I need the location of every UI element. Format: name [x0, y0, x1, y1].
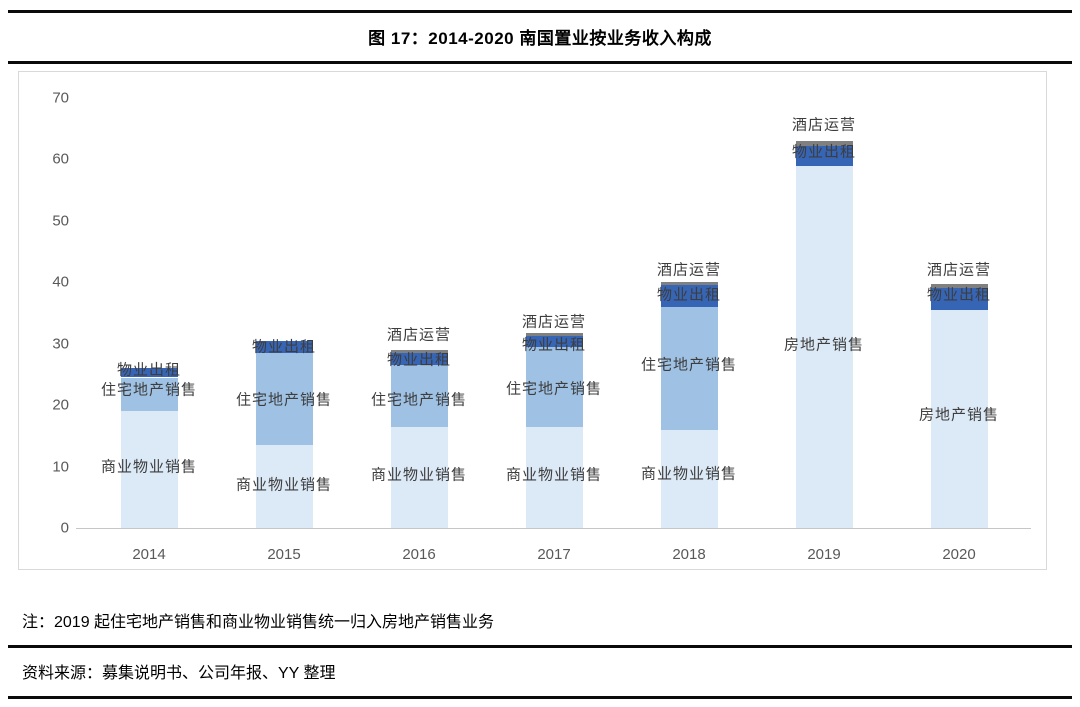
bar-segment: [660, 285, 718, 307]
bar-segment: [255, 445, 313, 528]
bar-segment: [525, 426, 583, 528]
y-tick-label: 70: [52, 89, 69, 107]
y-tick-label: 40: [52, 273, 69, 291]
top-divider: [8, 10, 1072, 13]
bar-label: 酒店运营: [791, 115, 856, 134]
bar-segment: [795, 145, 853, 166]
bar-label: 商业物业销售: [235, 475, 332, 494]
source-divider-top: [8, 645, 1072, 648]
y-tick-label: 60: [52, 150, 69, 168]
x-axis-line: [76, 528, 1031, 529]
bar-segment: [930, 287, 988, 310]
bar-label: 物业出租: [791, 142, 856, 161]
y-tick-label: 0: [60, 519, 69, 537]
y-tick-label: 20: [52, 396, 69, 414]
x-tick-label: 2019: [807, 546, 841, 563]
x-tick-label: 2016: [402, 546, 436, 563]
bar-segment: [525, 335, 583, 347]
x-tick-label: 2017: [537, 546, 571, 563]
bar-segment: [120, 368, 178, 378]
bar-label: 住宅地产销售: [505, 379, 602, 398]
bar-label: 物业出租: [386, 350, 451, 369]
bar-segment: [390, 365, 448, 427]
bar-segment: [120, 377, 178, 412]
y-tick-label: 50: [52, 212, 69, 230]
bar-label: 物业出租: [521, 335, 586, 354]
bar-segment: [390, 426, 448, 528]
x-tick-label: 2018: [672, 546, 706, 563]
bar-segment: [795, 141, 853, 146]
bar-segment: [930, 284, 988, 288]
bar-label: 酒店运营: [386, 325, 451, 344]
chart-area: 0 10 20 30 40 50 60 70 物业出租 住宅地产销售 商业物业销售 物业出租 住宅地产…: [18, 71, 1047, 570]
bar-label: 物业出租: [926, 285, 991, 304]
y-tick-label: 10: [52, 458, 69, 476]
bar-label: 物业出租: [251, 337, 316, 356]
bar-label: 房地产销售: [918, 405, 999, 424]
bar-segment: [660, 429, 718, 528]
bar-segment: [660, 306, 718, 430]
bar-label: 物业出租: [116, 360, 181, 379]
bar-segment: [795, 165, 853, 528]
bar-label: 房地产销售: [783, 335, 864, 354]
bar-label: 商业物业销售: [100, 457, 197, 476]
bar-label: 住宅地产销售: [640, 355, 737, 374]
bar-label: 住宅地产销售: [370, 390, 467, 409]
source-divider-bottom: [8, 696, 1072, 699]
bar-segment: [120, 411, 178, 528]
x-tick-label: 2015: [267, 546, 301, 563]
bar-segment: [255, 352, 313, 446]
bar-segment: [255, 340, 313, 353]
bar-segment: [525, 333, 583, 336]
bar-segment: [525, 346, 583, 427]
bar-segment: [390, 350, 448, 353]
data-source: 资料来源：募集说明书、公司年报、YY 整理: [22, 665, 336, 682]
title-divider: [8, 61, 1072, 64]
bar-label: 商业物业销售: [640, 464, 737, 483]
chart-note: 注：2019 起住宅地产销售和商业物业销售统一归入房地产销售业务: [22, 614, 495, 631]
figure-title: 图 17：2014-2020 南国置业按业务收入构成: [368, 29, 712, 48]
bar-segment: [930, 309, 988, 528]
bar-segment: [660, 282, 718, 286]
y-tick-label: 30: [52, 335, 69, 353]
x-tick-label: 2014: [132, 546, 166, 563]
bar-label: 酒店运营: [926, 260, 991, 279]
bar-segment: [390, 352, 448, 366]
bar-label: 住宅地产销售: [235, 390, 332, 409]
bar-label: 住宅地产销售: [100, 380, 197, 399]
x-tick-label: 2020: [942, 546, 976, 563]
bar-label: 商业物业销售: [370, 465, 467, 484]
bar-label: 酒店运营: [521, 312, 586, 331]
bar-label: 商业物业销售: [505, 465, 602, 484]
bar-label: 酒店运营: [656, 260, 721, 279]
bar-label: 物业出租: [656, 285, 721, 304]
